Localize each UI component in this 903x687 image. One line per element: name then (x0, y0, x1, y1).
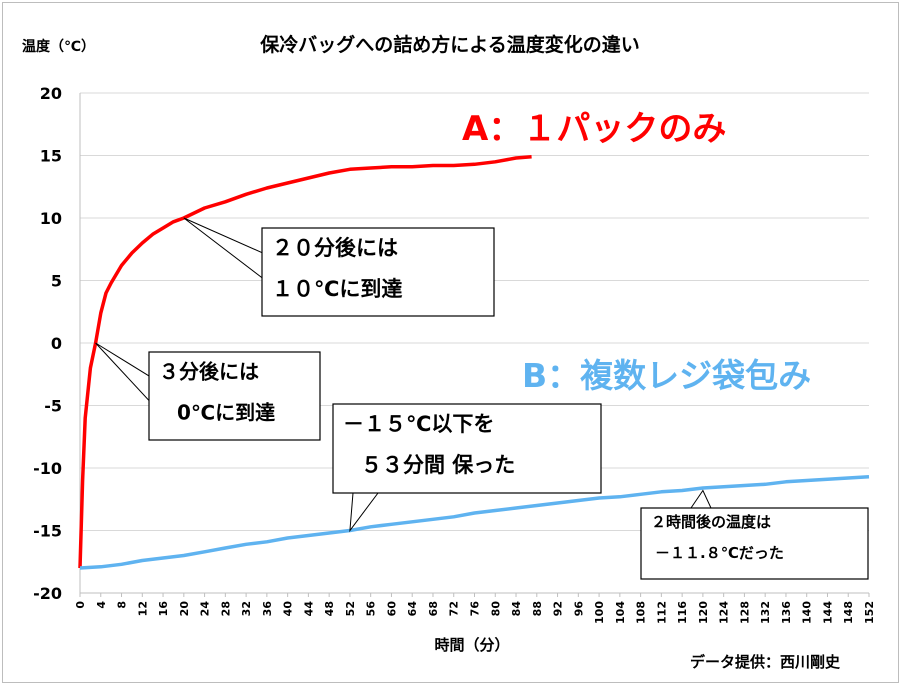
y-axis-label: 温度（℃） (22, 38, 95, 55)
callout-box (640, 507, 869, 580)
x-tick-label: 52 (344, 601, 357, 616)
callout-line: １０℃に到達 (272, 277, 402, 301)
x-tick-label: 116 (676, 601, 689, 624)
callout-line: ２０分後には (272, 236, 398, 260)
x-tick-label: 96 (572, 601, 585, 617)
callout-line: ２時間後の温度は (651, 513, 771, 531)
series-line-a (78, 155, 532, 569)
x-tick-label: 60 (385, 601, 398, 617)
x-tick-label: 24 (199, 601, 212, 617)
callout-line: 0℃に到達 (177, 401, 275, 425)
x-tick-label: 100 (593, 601, 606, 624)
callout-box (148, 351, 321, 441)
x-tick-label: 84 (510, 601, 523, 617)
x-tick-label: 92 (552, 601, 565, 616)
y-tick-label: 0 (51, 334, 62, 353)
x-tick-label: 72 (448, 601, 461, 616)
y-tick-label: -10 (33, 459, 62, 478)
callout-2hours: ２時間後の温度は －１１.８℃だった (640, 489, 869, 580)
x-tick-label: 40 (282, 601, 295, 617)
y-tick-label: 20 (40, 84, 62, 103)
x-tick-label: 148 (842, 601, 855, 624)
x-tick-label: 0 (74, 601, 87, 609)
y-tick-label: -5 (44, 397, 62, 416)
data-credit: データ提供：西川剛史 (690, 653, 841, 671)
callout-line: ５３分間 保った (361, 453, 515, 477)
callout-pointer (690, 489, 712, 509)
x-tick-label: 152 (863, 601, 876, 624)
x-tick-label: 48 (323, 601, 336, 616)
callout-20min: ２０分後には １０℃に到達 (183, 217, 495, 317)
x-tick-label: 136 (780, 601, 793, 624)
callout-minus15: －１５℃以下を ５３分間 保った (332, 403, 602, 533)
x-tick-label: 112 (655, 601, 668, 624)
x-tick-label: 12 (136, 601, 149, 616)
x-tick-label: 16 (157, 601, 170, 617)
legend-series-b: B：複数レジ袋包み (522, 356, 811, 395)
y-tick-label: -20 (33, 584, 62, 603)
x-tick-label: 76 (469, 601, 482, 617)
callout-line: ３分後には (159, 360, 259, 384)
y-tick-labels: 20 15 10 5 0 -5 -10 -15 -20 (33, 84, 62, 603)
x-tick-label: 144 (821, 601, 834, 624)
series-lines (78, 155, 870, 570)
x-tick-label: 108 (635, 601, 648, 624)
x-tick-label: 4 (95, 601, 108, 609)
x-tick-label: 120 (697, 601, 710, 624)
x-tick-label: 44 (302, 601, 315, 617)
x-tick-label: 88 (531, 601, 544, 616)
x-tick-labels: 0 4 8 12 16 20 24 28 32 36 40 44 48 52 56 60 64 68 72 76 80 8… (74, 601, 876, 624)
callout-line: －１１.８℃だった (655, 544, 784, 562)
x-tick-label: 80 (489, 601, 502, 617)
callout-3min: ３分後には 0℃に到達 (95, 342, 321, 441)
x-tick-label: 124 (718, 601, 731, 624)
callout-box (332, 403, 602, 494)
x-tick-label: 36 (261, 601, 274, 617)
x-tick-label: 140 (801, 601, 814, 624)
y-tick-label: 15 (40, 147, 62, 166)
callout-line: －１５℃以下を (343, 412, 494, 436)
x-tick-label: 20 (178, 601, 191, 617)
callout-pointer (95, 342, 154, 407)
callout-box (261, 227, 495, 317)
x-tick-label: 132 (759, 601, 772, 624)
x-tick-label: 104 (614, 601, 627, 624)
annotations: ２０分後には １０℃に到達 ３分後には 0℃に到達 －１５℃以下を ５３分間 保った ２時間… (95, 217, 869, 580)
x-axis-label: 時間（分） (434, 636, 509, 654)
x-tick-label: 64 (406, 601, 419, 617)
x-tick-label: 56 (365, 601, 378, 617)
callout-pointer (183, 217, 267, 282)
y-tick-label: 10 (40, 209, 62, 228)
series-line-b (79, 475, 870, 570)
x-tick-label: 68 (427, 601, 440, 616)
x-tick-label: 128 (738, 601, 751, 624)
y-tick-label: 5 (51, 272, 62, 291)
chart-title: 保冷バッグへの詰め方による温度変化の違い (259, 33, 639, 56)
y-tick-label: -15 (33, 522, 62, 541)
x-tick-label: 8 (116, 601, 129, 609)
x-tick-label: 28 (219, 601, 232, 616)
legend-series-a: A：１パックのみ (462, 109, 726, 149)
x-tick-label: 32 (240, 601, 253, 616)
